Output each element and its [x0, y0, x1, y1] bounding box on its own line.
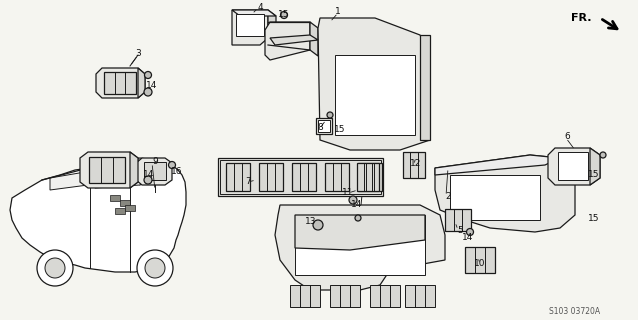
Text: 9: 9 — [152, 156, 158, 165]
Circle shape — [168, 162, 175, 169]
Polygon shape — [590, 148, 600, 185]
Bar — [295, 215, 425, 275]
Polygon shape — [310, 22, 318, 56]
Text: 6: 6 — [564, 132, 570, 140]
Polygon shape — [270, 35, 318, 45]
Bar — [144, 162, 166, 180]
Text: 1: 1 — [335, 6, 341, 15]
Bar — [403, 152, 425, 178]
Polygon shape — [295, 215, 425, 250]
Polygon shape — [95, 168, 145, 188]
Circle shape — [355, 215, 361, 221]
Text: 14: 14 — [352, 199, 362, 209]
Text: 2: 2 — [445, 191, 451, 201]
Circle shape — [37, 250, 73, 286]
Text: 16: 16 — [171, 166, 182, 175]
Text: 13: 13 — [305, 217, 316, 226]
Circle shape — [327, 112, 333, 118]
Text: 15: 15 — [588, 213, 600, 222]
Circle shape — [145, 258, 165, 278]
Bar — [330, 285, 360, 307]
Polygon shape — [548, 148, 600, 185]
Polygon shape — [50, 172, 88, 190]
Bar — [89, 157, 125, 183]
Bar — [220, 160, 381, 194]
Text: 7: 7 — [245, 177, 251, 186]
Circle shape — [600, 152, 606, 158]
Polygon shape — [136, 158, 172, 185]
Bar — [259, 163, 283, 191]
Text: 11: 11 — [342, 188, 353, 196]
Bar — [558, 152, 588, 180]
Polygon shape — [435, 155, 560, 175]
Text: 4: 4 — [257, 3, 263, 12]
Bar — [445, 209, 471, 231]
Text: 15: 15 — [334, 124, 346, 133]
Text: 8: 8 — [317, 123, 323, 132]
Bar — [218, 158, 383, 196]
Bar — [316, 118, 332, 134]
Bar — [110, 195, 120, 201]
Circle shape — [349, 196, 357, 204]
Circle shape — [144, 71, 151, 78]
Bar — [125, 205, 135, 211]
Bar — [226, 163, 250, 191]
Circle shape — [466, 228, 473, 236]
Bar — [318, 120, 330, 132]
Polygon shape — [80, 152, 138, 188]
Bar — [335, 55, 415, 135]
Bar — [405, 285, 435, 307]
Polygon shape — [435, 155, 575, 232]
Circle shape — [137, 250, 173, 286]
Polygon shape — [275, 205, 445, 290]
Bar — [357, 163, 379, 191]
Bar — [450, 175, 540, 220]
Text: 5: 5 — [457, 226, 463, 235]
Polygon shape — [10, 158, 186, 272]
Polygon shape — [420, 35, 430, 140]
Bar — [236, 14, 264, 36]
Text: 12: 12 — [410, 158, 422, 167]
Text: 3: 3 — [135, 49, 141, 58]
Polygon shape — [138, 68, 145, 98]
Circle shape — [144, 88, 152, 96]
Bar — [325, 163, 349, 191]
Text: 14: 14 — [463, 233, 473, 242]
Polygon shape — [232, 10, 276, 16]
Text: 15: 15 — [278, 10, 290, 19]
Text: 15: 15 — [588, 170, 600, 179]
Bar — [104, 72, 136, 94]
Circle shape — [313, 220, 323, 230]
Bar — [370, 285, 400, 307]
Polygon shape — [318, 18, 430, 150]
Bar — [358, 163, 382, 191]
Polygon shape — [130, 152, 138, 188]
Bar — [120, 200, 130, 206]
Bar — [292, 163, 316, 191]
Polygon shape — [265, 22, 310, 60]
Polygon shape — [232, 10, 268, 45]
Circle shape — [281, 12, 288, 19]
Circle shape — [144, 176, 152, 184]
Bar — [465, 247, 495, 273]
Polygon shape — [96, 68, 145, 98]
Text: 14: 14 — [144, 170, 154, 179]
Bar — [115, 208, 125, 214]
Bar — [290, 285, 320, 307]
Polygon shape — [268, 10, 276, 44]
Circle shape — [45, 258, 65, 278]
Text: FR.: FR. — [572, 13, 592, 23]
Text: 10: 10 — [474, 259, 486, 268]
Text: 14: 14 — [146, 81, 158, 90]
Text: S103 03720A: S103 03720A — [549, 308, 600, 316]
